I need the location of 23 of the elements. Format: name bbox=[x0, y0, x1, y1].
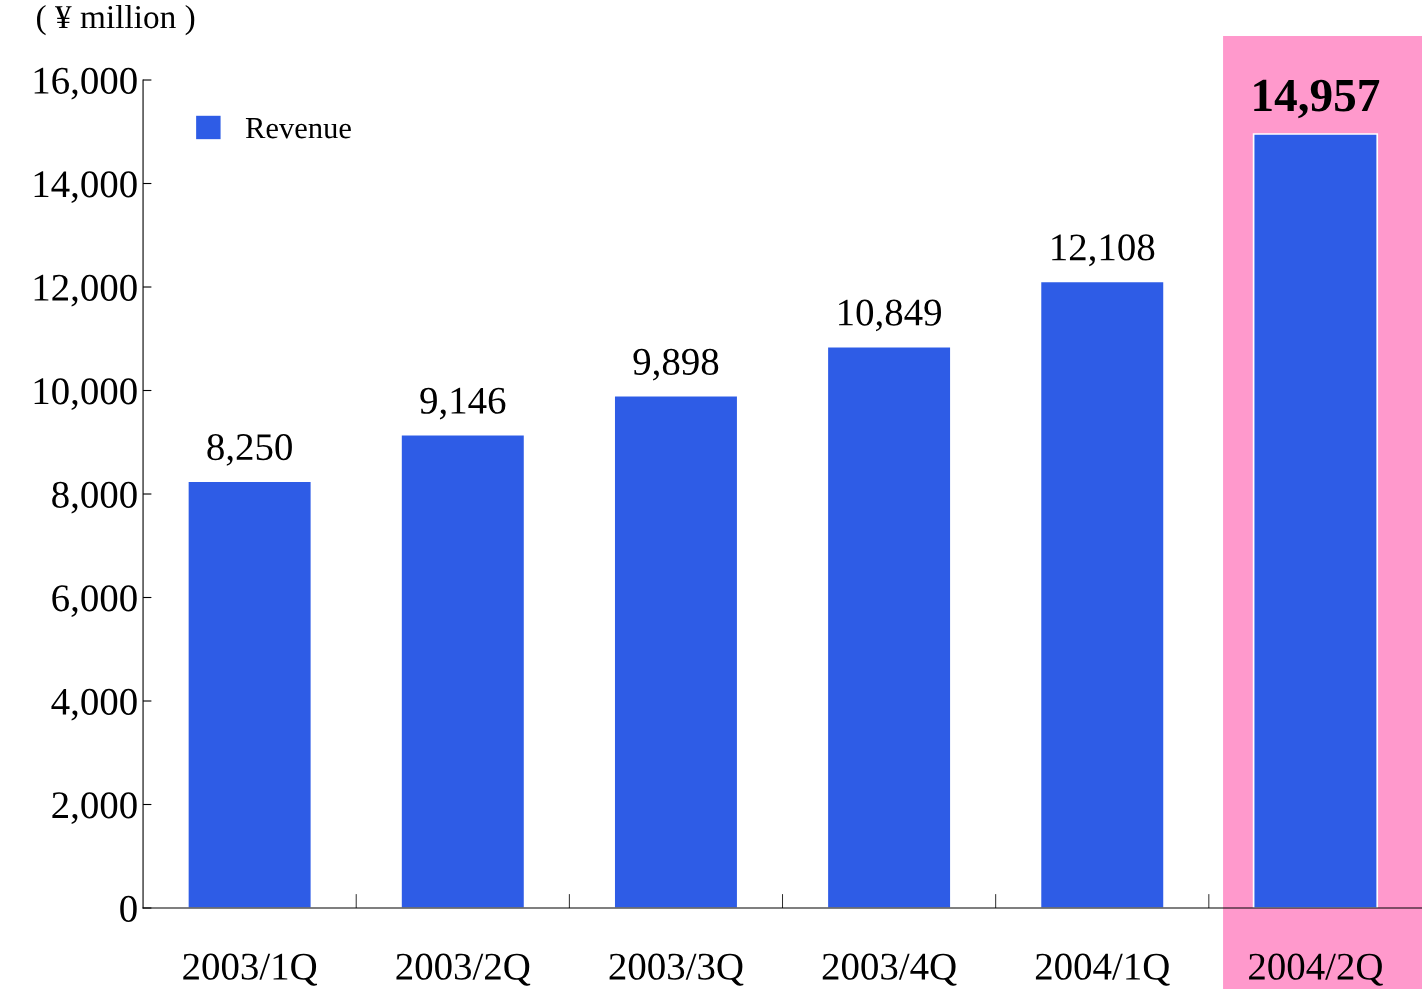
x-tick-label: 2004/2Q bbox=[1249, 953, 1383, 986]
x-tick-label: 2003/1Q bbox=[183, 953, 318, 986]
text: 14,957 bbox=[1254, 79, 1380, 119]
x-tick-label: 2003/2Q bbox=[396, 953, 531, 986]
y-axis-title: ( ¥ million ) bbox=[37, 4, 195, 36]
text: 9,146 bbox=[420, 387, 506, 420]
text: 10,849 bbox=[839, 299, 941, 332]
y-tick-label: 16,000 bbox=[34, 67, 137, 100]
text: 12,108 bbox=[1052, 234, 1155, 267]
y-tick-label: 2,000 bbox=[52, 792, 137, 824]
x-tick-label: 2003/3Q bbox=[609, 953, 744, 986]
y-tick-label: 10,000 bbox=[34, 378, 137, 410]
y-tick-label: 4,000 bbox=[51, 688, 137, 721]
y-tick-label: 0 bbox=[120, 895, 137, 922]
legend-label: Revenue bbox=[245, 118, 351, 139]
text: 9,898 bbox=[633, 348, 719, 381]
y-tick-label: 8,000 bbox=[52, 481, 137, 514]
x-tick-label: 2003/4Q bbox=[822, 953, 957, 986]
text: 8,250 bbox=[207, 433, 292, 466]
y-tick-label: 6,000 bbox=[52, 585, 137, 617]
y-tick-label: 12,000 bbox=[34, 274, 137, 307]
x-tick-label: 2004/1Q bbox=[1035, 953, 1170, 986]
y-tick-label: 14,000 bbox=[34, 171, 137, 203]
